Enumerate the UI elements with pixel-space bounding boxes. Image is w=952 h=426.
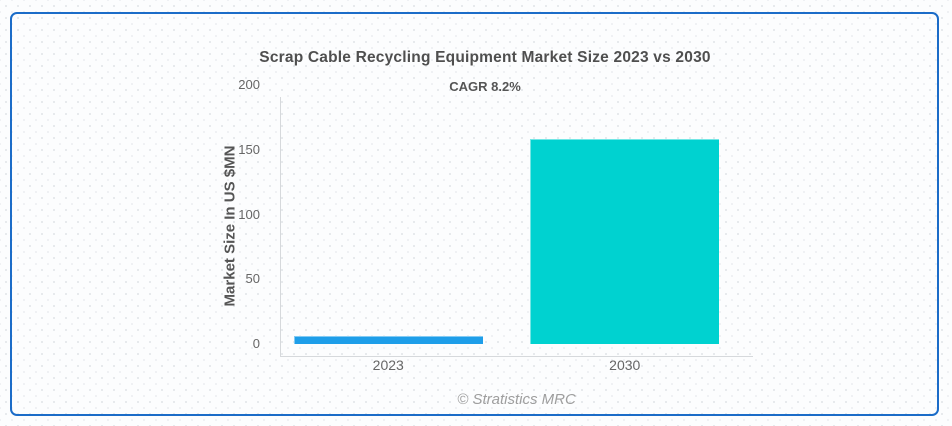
x-tick-label-2023: 2023 [372, 357, 404, 373]
y-axis-line [280, 97, 281, 356]
y-tick-label-100: 100 [238, 206, 260, 222]
bar-2023 [293, 335, 483, 344]
x-axis-line [280, 356, 753, 357]
footer-credit: © Stratistics MRC [457, 391, 576, 408]
chart-card: Scrap Cable Recycling Equipment Market S… [10, 12, 939, 416]
y-tick-label-150: 150 [238, 141, 260, 157]
bar-2030 [530, 139, 720, 344]
y-tick-label-50: 50 [245, 271, 260, 287]
chart-title: Scrap Cable Recycling Equipment Market S… [259, 49, 711, 66]
y-tick-label-0: 0 [252, 336, 260, 351]
x-tick-label-2030: 2030 [609, 357, 641, 373]
y-tick-label-200: 200 [238, 77, 260, 92]
chart-subtitle: CAGR 8.2% [449, 79, 521, 94]
